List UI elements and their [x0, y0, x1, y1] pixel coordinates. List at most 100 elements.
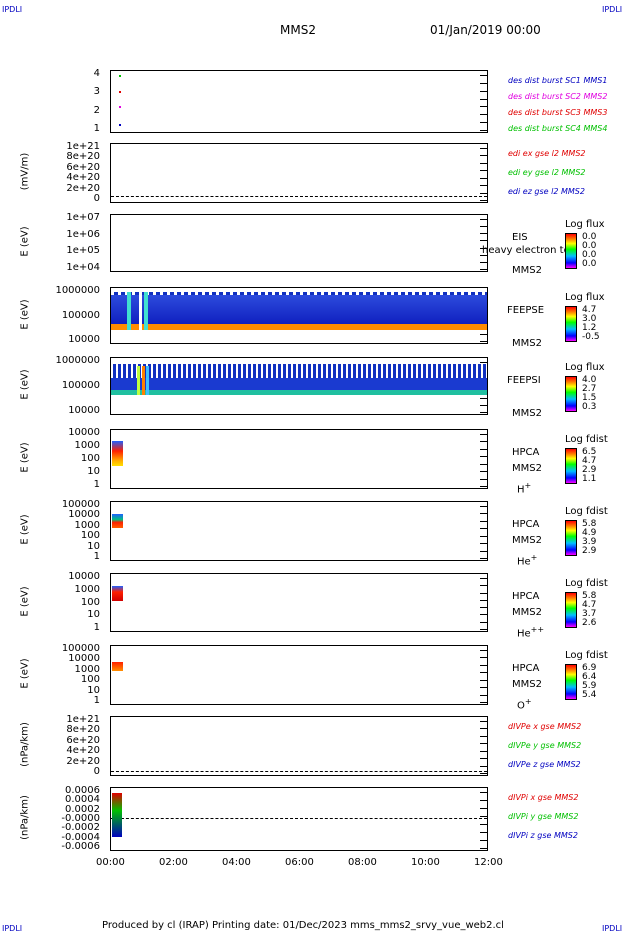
right-tick [480, 657, 488, 659]
p11-legend-entry: dIVPi x gse MMS2 [508, 793, 579, 802]
x-axis-tick-label: 12:00 [474, 857, 503, 868]
feepse-burst-1 [127, 292, 131, 330]
feepse-burst-3 [144, 292, 148, 330]
p9-colorbar-value: 5.4 [582, 690, 597, 700]
x-axis-tick-label: 06:00 [285, 857, 314, 868]
right-tick [480, 528, 488, 530]
right-tick [480, 650, 488, 651]
p11-ytick-label: 0.0002 [65, 803, 100, 815]
p3-spacecraft-label: MMS2 [512, 265, 542, 276]
p3-ytick-label: 1e+04 [66, 262, 100, 273]
right-tick [480, 550, 488, 552]
species-charge: + [524, 697, 532, 706]
p8-ytick-label: 10000 [68, 571, 100, 582]
p3-colorbar-value: 0.0 [582, 259, 597, 269]
p8-frame [110, 573, 488, 632]
right-tick [480, 816, 488, 817]
p8-colorbar-value: 5.8 [582, 591, 597, 601]
right-tick [480, 98, 488, 100]
right-tick [480, 558, 488, 559]
right-tick [480, 486, 488, 487]
x-axis-tick-label: 00:00 [96, 857, 125, 868]
p4-colorbar [565, 306, 577, 342]
p6-frame [110, 429, 488, 489]
right-tick [480, 122, 488, 124]
p9-ytick-label: 1000 [74, 663, 100, 675]
right-tick [480, 478, 488, 480]
p4-colorbar-value: 4.7 [582, 305, 597, 315]
p9-colorbar-title: Log fdist [565, 650, 608, 661]
right-tick [480, 82, 488, 84]
p7-colorbar-value: 3.9 [582, 537, 597, 547]
p7-colorbar-value: 4.9 [582, 528, 597, 538]
p3-colorbar-value: 0.0 [582, 232, 597, 242]
right-tick [480, 702, 488, 703]
p11-legend-entry: dIVPi y gse MMS2 [508, 812, 579, 821]
right-tick [480, 758, 488, 760]
zero-line [111, 771, 487, 772]
p1-legend-entry: des dist burst SC2 MMS2 [508, 92, 608, 101]
p11-ytick-label: -0.0000 [61, 813, 100, 824]
p10-ytick-label: 1e+21 [66, 714, 100, 725]
burst-marker [119, 91, 121, 93]
p4-ytick-label: 1000000 [55, 285, 100, 296]
p5-colorbar-value: 0.3 [582, 402, 597, 412]
p7-colorbar-value: 5.8 [582, 519, 597, 529]
right-tick [480, 721, 488, 722]
feepse-burst-2 [139, 292, 142, 330]
right-tick [480, 535, 488, 537]
p7-colorbar [565, 520, 577, 556]
p3-colorbar [565, 233, 577, 269]
feepse-orange-band [111, 324, 487, 330]
right-tick [480, 672, 488, 674]
p7-spacecraft-label: MMS2 [512, 535, 542, 546]
zero-line [111, 196, 487, 197]
feepse-speckle-edge [111, 292, 487, 295]
p8-species-label: He++ [517, 625, 545, 640]
right-tick [480, 585, 488, 587]
right-tick [480, 848, 488, 849]
p3-instrument-label: EIS [512, 232, 528, 243]
right-tick [480, 614, 488, 616]
x-axis-tick-label: 08:00 [348, 857, 377, 868]
p2-ytick-label: 4e+20 [66, 172, 100, 184]
p10-ytick-label: 4e+20 [66, 745, 100, 757]
p4-instrument-label: FEEPSE [507, 305, 545, 316]
right-tick [480, 592, 488, 594]
p10-ytick-label: 2e+20 [66, 755, 100, 767]
right-tick [480, 341, 488, 342]
right-tick [480, 162, 488, 164]
p5-colorbar [565, 376, 577, 412]
p5-colorbar-value: 2.7 [582, 384, 597, 394]
right-tick [480, 185, 488, 187]
right-tick [480, 106, 488, 108]
species-charge: ++ [530, 625, 545, 634]
p8-ytick-label: 100 [80, 596, 100, 608]
p10-legend-entry: dIVPe y gse MMS2 [508, 741, 582, 750]
p6-colorbar [565, 448, 577, 484]
right-tick [480, 621, 488, 623]
right-tick [480, 261, 488, 263]
hpca-hepp-block [112, 586, 123, 601]
species-charge: + [530, 553, 538, 562]
right-tick [480, 840, 488, 841]
right-tick [480, 130, 488, 131]
p1-ytick-label: 2 [93, 104, 100, 116]
right-tick [480, 513, 488, 515]
p6-instrument-label: HPCA [512, 447, 540, 458]
p7-ytick-label: 100 [80, 530, 100, 542]
p5-spacecraft-label: MMS2 [512, 408, 542, 419]
p11-ytick-label: -0.0006 [61, 841, 100, 852]
right-tick [480, 434, 488, 435]
right-tick [480, 233, 488, 235]
right-tick [480, 687, 488, 689]
right-tick [480, 75, 488, 76]
p4-colorbar-value: 1.2 [582, 323, 597, 333]
right-tick [480, 765, 488, 767]
p7-ytick-label: 10 [87, 540, 100, 552]
p4-spacecraft-label: MMS2 [512, 338, 542, 349]
p11-ytick-label: 0.0004 [65, 794, 100, 806]
right-tick [480, 607, 488, 609]
date-title: 01/Jan/2019 00:00 [430, 23, 541, 37]
right-tick [480, 269, 488, 270]
